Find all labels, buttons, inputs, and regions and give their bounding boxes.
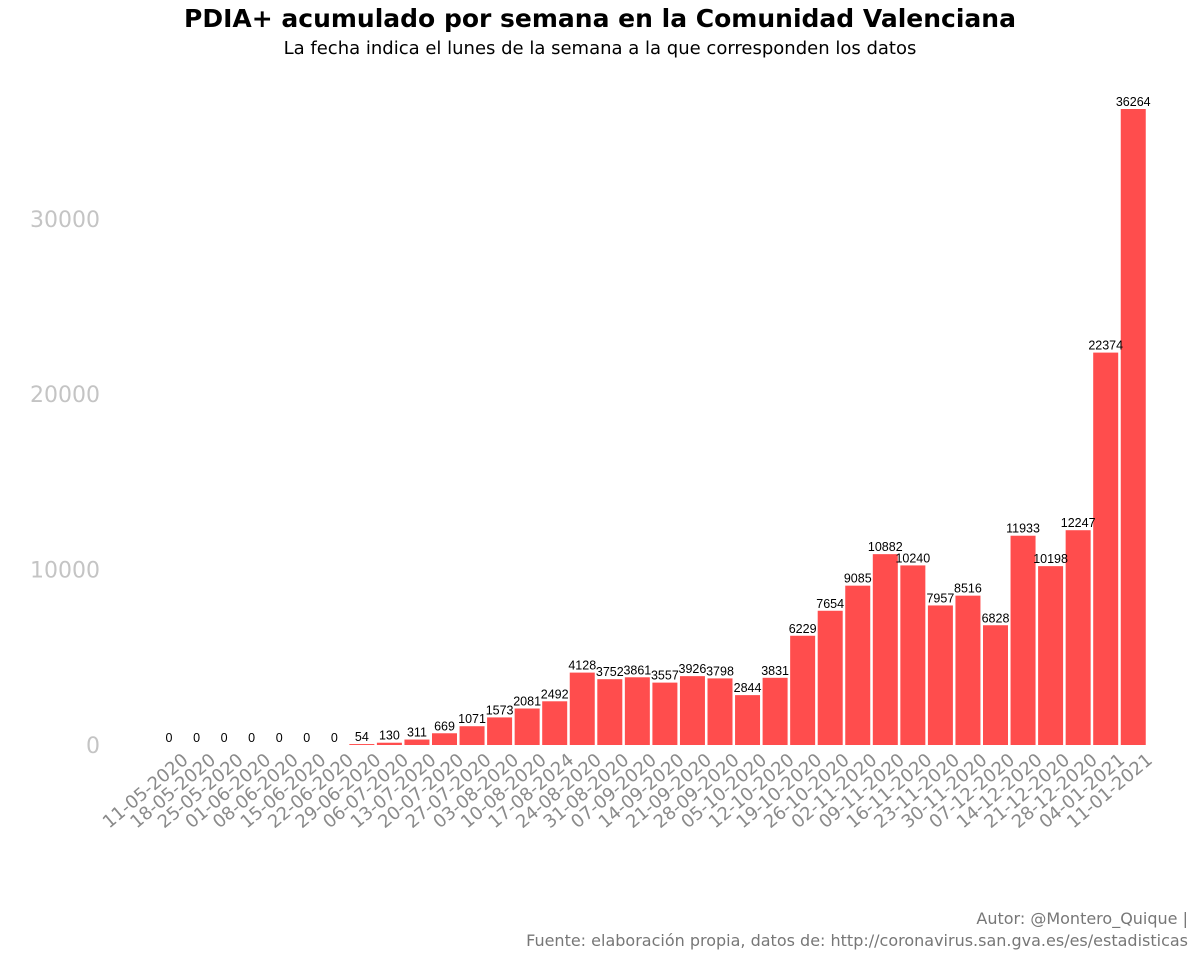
bar bbox=[514, 708, 540, 745]
bar bbox=[679, 676, 705, 745]
bar-value-label: 54 bbox=[355, 730, 369, 744]
bar-value-label: 10240 bbox=[895, 551, 930, 565]
y-tick-label: 10000 bbox=[30, 559, 100, 584]
bar-value-label: 4128 bbox=[568, 659, 596, 673]
bar bbox=[597, 679, 623, 745]
bar-value-label: 7957 bbox=[926, 591, 954, 605]
bar-value-label: 6828 bbox=[982, 611, 1010, 625]
bar-value-label: 669 bbox=[434, 719, 455, 733]
bar-value-label: 0 bbox=[303, 731, 310, 745]
bar bbox=[983, 625, 1008, 745]
bar-value-label: 0 bbox=[193, 731, 200, 745]
chart-title: PDIA+ acumulado por semana en la Comunid… bbox=[184, 4, 1016, 33]
y-tick-label: 20000 bbox=[30, 383, 100, 408]
bar bbox=[955, 595, 981, 745]
bar bbox=[624, 677, 650, 745]
bar-value-label: 0 bbox=[221, 731, 228, 745]
bar-value-label: 10882 bbox=[868, 540, 903, 554]
bar-value-label: 3798 bbox=[706, 664, 734, 678]
bar-value-label: 10198 bbox=[1033, 552, 1068, 566]
bar-value-label: 0 bbox=[166, 731, 173, 745]
bar bbox=[927, 605, 953, 745]
bar-value-label: 130 bbox=[379, 729, 400, 743]
bar bbox=[762, 677, 788, 745]
bar-value-label: 11933 bbox=[1006, 522, 1040, 536]
y-tick-label: 0 bbox=[86, 734, 100, 759]
x-axis: 11-05-202018-05-202025-05-202001-06-2020… bbox=[99, 750, 1157, 833]
bar-value-label: 7654 bbox=[816, 597, 844, 611]
bars-group bbox=[349, 109, 1146, 745]
bar bbox=[1093, 352, 1119, 745]
bar bbox=[459, 726, 485, 745]
bar-value-label: 0 bbox=[331, 731, 338, 745]
bar-value-label: 2081 bbox=[513, 695, 541, 709]
bar-value-label: 3861 bbox=[623, 663, 651, 677]
bar bbox=[707, 678, 733, 745]
bar-value-label: 9085 bbox=[844, 572, 872, 586]
bar bbox=[817, 610, 843, 745]
bar-value-label: 3752 bbox=[596, 665, 624, 679]
bar-value-label: 0 bbox=[248, 731, 255, 745]
bar bbox=[376, 742, 402, 745]
bar bbox=[349, 744, 375, 745]
bar bbox=[900, 565, 926, 745]
bar bbox=[790, 635, 816, 745]
bar-value-label: 3831 bbox=[761, 664, 789, 678]
caption-source: Fuente: elaboración propia, datos de: ht… bbox=[526, 931, 1188, 950]
bar-value-label: 1573 bbox=[486, 703, 514, 717]
bar bbox=[652, 682, 678, 745]
bar bbox=[542, 701, 568, 745]
bar-value-label: 36264 bbox=[1116, 95, 1151, 109]
bar-value-label: 3926 bbox=[679, 662, 707, 676]
bar-value-label: 8516 bbox=[954, 582, 982, 596]
bar-value-label: 2492 bbox=[541, 687, 569, 701]
bar-value-label: 3557 bbox=[651, 669, 679, 683]
bar bbox=[1038, 566, 1064, 745]
bar bbox=[1065, 530, 1091, 745]
chart-subtitle: La fecha indica el lunes de la semana a … bbox=[283, 38, 917, 59]
bar bbox=[845, 585, 871, 745]
bar bbox=[1010, 535, 1036, 745]
bar bbox=[569, 672, 595, 745]
bar bbox=[735, 695, 761, 745]
bar-value-label: 311 bbox=[407, 726, 427, 740]
bar-value-label: 22374 bbox=[1088, 339, 1123, 353]
y-tick-label: 30000 bbox=[30, 208, 100, 233]
bar-value-label: 1071 bbox=[458, 712, 486, 726]
bar bbox=[1120, 109, 1146, 745]
bar-value-label: 6229 bbox=[789, 622, 817, 636]
bar-value-label: 2844 bbox=[734, 681, 762, 695]
bar-value-label: 0 bbox=[276, 731, 283, 745]
caption-author: Autor: @Montero_Quique | bbox=[976, 909, 1188, 928]
bar bbox=[872, 554, 898, 745]
bar bbox=[432, 733, 457, 745]
bar-value-label: 12247 bbox=[1061, 516, 1096, 530]
bar bbox=[404, 739, 430, 745]
bar bbox=[487, 717, 513, 745]
y-axis: 0 10000 20000 30000 bbox=[30, 208, 100, 759]
